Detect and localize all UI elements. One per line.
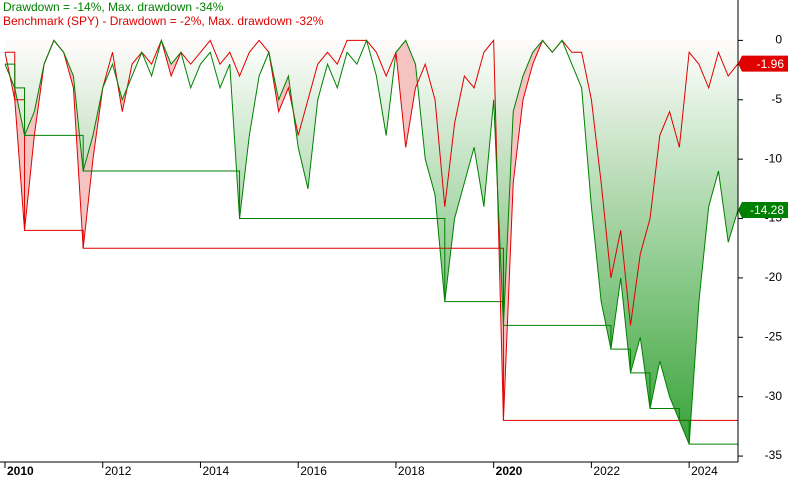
last-value-box — [738, 201, 788, 218]
drawdown-line — [4, 38, 739, 445]
x-tick-label: 2010 — [7, 464, 34, 478]
y-tick-label: -25 — [765, 329, 783, 343]
y-tick-label: -5 — [771, 92, 782, 106]
x-tick-label: 2014 — [202, 464, 229, 478]
chart-title: Drawdown = -14%, Max. drawdown -34% — [3, 0, 224, 14]
x-tick-label: 2012 — [105, 464, 132, 478]
x-tick-label: 2022 — [593, 464, 620, 478]
x-tick-label: 2024 — [691, 464, 718, 478]
last-value-label: -1.96 — [757, 57, 785, 71]
x-tick-label: 2020 — [496, 464, 523, 478]
drawdown-area — [5, 40, 738, 445]
y-tick-label: -35 — [765, 448, 783, 462]
last-value-label: -14.28 — [750, 203, 784, 217]
y-tick-label: -30 — [765, 389, 783, 403]
x-tick-label: 2016 — [300, 464, 327, 478]
chart-title: Benchmark (SPY) - Drawdown = -2%, Max. d… — [3, 14, 324, 28]
last-value-box — [738, 55, 788, 72]
x-tick-label: 2018 — [398, 464, 425, 478]
y-tick-label: -10 — [765, 151, 783, 165]
y-tick-label: 0 — [775, 33, 782, 47]
max-drawdown-line — [5, 51, 738, 421]
y-tick-label: -20 — [765, 270, 783, 284]
max-drawdown-line — [5, 63, 738, 445]
